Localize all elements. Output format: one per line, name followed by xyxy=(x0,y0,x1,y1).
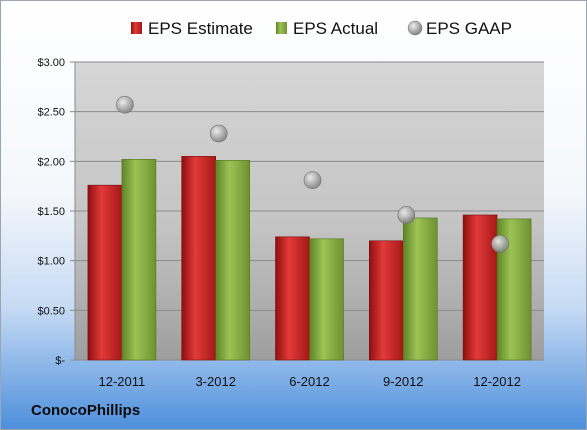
marker-eps-gaap-0 xyxy=(116,95,134,114)
bar-eps-actual-2 xyxy=(309,238,344,361)
bar-eps-estimate-2 xyxy=(275,236,310,361)
y-tick-label: $0.50 xyxy=(37,305,65,317)
bar-eps-estimate-1 xyxy=(181,156,216,361)
x-tick-label: 6-2012 xyxy=(289,374,329,389)
x-tick-label: 9-2012 xyxy=(383,374,423,389)
bar-eps-estimate-0 xyxy=(87,184,123,361)
bar-eps-estimate-3 xyxy=(368,240,404,361)
marker-eps-gaap-3 xyxy=(397,206,416,224)
legend-eps-gaap-swatch xyxy=(407,20,423,36)
company-name: ConocoPhillips xyxy=(31,402,141,419)
x-tick-label: 12-2012 xyxy=(473,374,521,389)
x-tick-label: 3-2012 xyxy=(195,374,235,389)
marker-eps-gaap-4 xyxy=(491,234,509,253)
x-tick-label: 12-2011 xyxy=(99,374,146,389)
legend-eps-gaap-label: EPS GAAP xyxy=(426,19,512,38)
y-tick-label: $2.00 xyxy=(37,156,65,168)
y-tick-label: $2.50 xyxy=(37,107,65,119)
bar-eps-actual-0 xyxy=(121,159,157,361)
bar-eps-estimate-4 xyxy=(462,214,498,361)
y-tick-label: $1.00 xyxy=(37,256,65,268)
legend-eps-actual-swatch xyxy=(276,22,287,34)
marker-eps-gaap-1 xyxy=(209,124,228,143)
legend-eps-actual-label: EPS Actual xyxy=(293,19,378,38)
bar-eps-actual-1 xyxy=(215,160,250,361)
legend: EPS Estimate EPS Actual EPS GAAP xyxy=(131,19,512,38)
legend-eps-estimate-label: EPS Estimate xyxy=(148,19,253,38)
y-tick-label: $1.50 xyxy=(37,206,65,218)
y-tick-label: $- xyxy=(55,355,65,367)
bar-eps-actual-3 xyxy=(402,217,438,361)
legend-eps-estimate-swatch xyxy=(131,22,142,34)
y-tick-label: $3.00 xyxy=(37,57,65,69)
marker-eps-gaap-2 xyxy=(303,171,322,190)
